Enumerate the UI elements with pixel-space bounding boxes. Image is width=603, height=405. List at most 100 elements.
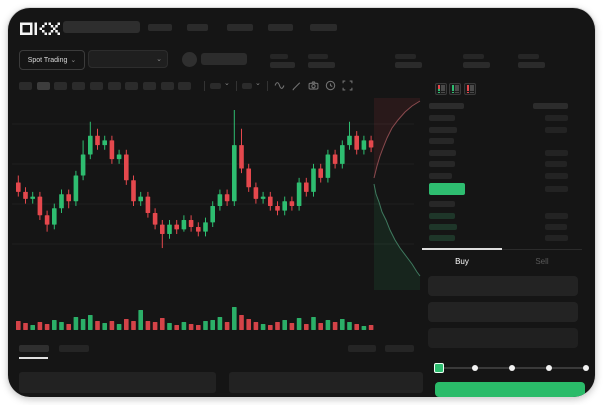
- camera-icon[interactable]: [308, 80, 319, 91]
- nav-item-placeholder[interactable]: [227, 24, 253, 31]
- search-input[interactable]: [63, 21, 140, 33]
- timeframe-button[interactable]: [19, 82, 32, 90]
- nav-item-placeholder[interactable]: [187, 24, 208, 31]
- row-line: [440, 89, 445, 91]
- stat-value-placeholder: [518, 62, 545, 68]
- last-price-badge[interactable]: [429, 183, 465, 195]
- market-type-label: Spot Trading: [27, 56, 68, 64]
- history-button-placeholder[interactable]: [348, 345, 376, 352]
- stat-label-placeholder: [270, 54, 288, 59]
- timeframe-button[interactable]: [54, 82, 68, 90]
- slider-handle[interactable]: [434, 363, 444, 373]
- stat-label-placeholder: [463, 54, 484, 59]
- ask-row-price[interactable]: [429, 150, 456, 156]
- bid-row-price[interactable]: [429, 201, 455, 207]
- row-line: [454, 85, 459, 87]
- candlestick-chart[interactable]: [10, 94, 422, 340]
- stat-value-placeholder: [463, 62, 490, 68]
- row-line: [440, 91, 445, 94]
- sell-tab-divider: [502, 249, 582, 250]
- wave-icon[interactable]: [274, 80, 285, 91]
- okx-logo[interactable]: [20, 21, 60, 37]
- trading-app-window: Spot Trading ⌄ ⌄ ⌄ ⌄: [8, 8, 595, 397]
- history-button-placeholder[interactable]: [385, 345, 414, 352]
- buy-tab-label: Buy: [455, 256, 469, 266]
- total-input[interactable]: [428, 328, 578, 348]
- sell-tab-label: Sell: [535, 256, 549, 266]
- buy-submit-button[interactable]: [435, 382, 585, 397]
- row-line: [469, 87, 474, 89]
- ask-row-price[interactable]: [429, 161, 455, 167]
- depth-dot: [466, 91, 469, 94]
- bid-row-price[interactable]: [429, 235, 455, 241]
- bid-row-amount: [545, 235, 568, 241]
- ask-row-price[interactable]: [429, 115, 455, 121]
- stat-value-placeholder: [308, 62, 335, 68]
- price-input[interactable]: [428, 276, 578, 296]
- expand-icon[interactable]: [342, 80, 353, 91]
- depth-dot: [451, 87, 454, 89]
- orders-tab-placeholder[interactable]: [19, 345, 49, 352]
- row-line: [469, 91, 474, 94]
- ask-row-amount: [545, 127, 567, 133]
- stat-label-placeholder: [308, 54, 328, 59]
- row-line: [440, 87, 445, 89]
- bid-row-amount: [545, 224, 567, 230]
- ask-row-price[interactable]: [429, 127, 457, 133]
- slider-stop[interactable]: [583, 365, 589, 371]
- pair-selector-dropdown[interactable]: ⌄: [88, 50, 168, 68]
- slider-stop[interactable]: [509, 365, 515, 371]
- timeframe-button[interactable]: [107, 82, 121, 90]
- ask-row-price[interactable]: [429, 173, 452, 179]
- depth-dot: [437, 87, 440, 89]
- depth-dot: [437, 89, 440, 91]
- row-line: [469, 85, 474, 87]
- toolbar-divider: [236, 81, 237, 91]
- coin-avatar: [182, 52, 197, 67]
- chevron-down-icon: ⌄: [70, 56, 77, 64]
- indicator-dropdown[interactable]: [210, 83, 221, 89]
- book-asks-icon[interactable]: [464, 83, 476, 95]
- ask-row-price[interactable]: [429, 138, 454, 144]
- depth-dot: [466, 85, 469, 87]
- stat-label-placeholder: [518, 54, 539, 59]
- row-line: [454, 91, 459, 94]
- row-line: [454, 89, 459, 91]
- stat-label-placeholder: [395, 54, 416, 59]
- timeframe-button[interactable]: [36, 82, 50, 90]
- market-type-selector[interactable]: Spot Trading ⌄: [19, 50, 85, 70]
- book-bids-icon[interactable]: [449, 83, 461, 95]
- row-line: [454, 87, 459, 89]
- book-both-icon[interactable]: [435, 83, 447, 95]
- amount-input[interactable]: [428, 302, 578, 322]
- orders-tab-placeholder[interactable]: [59, 345, 89, 352]
- overlay-dropdown[interactable]: [242, 83, 252, 89]
- slider-stop[interactable]: [546, 365, 552, 371]
- pencil-icon[interactable]: [291, 80, 302, 91]
- timeframe-button[interactable]: [160, 82, 174, 90]
- timeframe-button[interactable]: [72, 82, 86, 90]
- nav-item-placeholder[interactable]: [268, 24, 293, 31]
- depth-dot: [451, 91, 454, 94]
- slider-stop[interactable]: [472, 365, 478, 371]
- depth-dot: [466, 89, 469, 91]
- timeframe-button[interactable]: [178, 82, 192, 90]
- chevron-down-icon[interactable]: ⌄: [255, 80, 261, 87]
- ask-row-amount: [545, 150, 568, 156]
- chevron-down-icon[interactable]: ⌄: [224, 80, 230, 87]
- bid-row-amount: [545, 213, 568, 219]
- tab-buy[interactable]: Buy: [422, 254, 502, 268]
- pair-name-placeholder[interactable]: [201, 53, 247, 65]
- clock-icon[interactable]: [325, 80, 336, 91]
- ob-header-price: [429, 103, 464, 109]
- timeframe-button[interactable]: [142, 82, 156, 90]
- timeframe-button[interactable]: [89, 82, 103, 90]
- chevron-down-icon: ⌄: [156, 55, 162, 63]
- timeframe-button[interactable]: [125, 82, 139, 90]
- bid-row-price[interactable]: [429, 213, 455, 219]
- nav-item-placeholder[interactable]: [310, 24, 337, 31]
- tab-sell[interactable]: Sell: [502, 254, 582, 268]
- nav-item-placeholder[interactable]: [148, 24, 172, 31]
- bid-row-price[interactable]: [429, 224, 457, 230]
- depth-dot: [466, 87, 469, 89]
